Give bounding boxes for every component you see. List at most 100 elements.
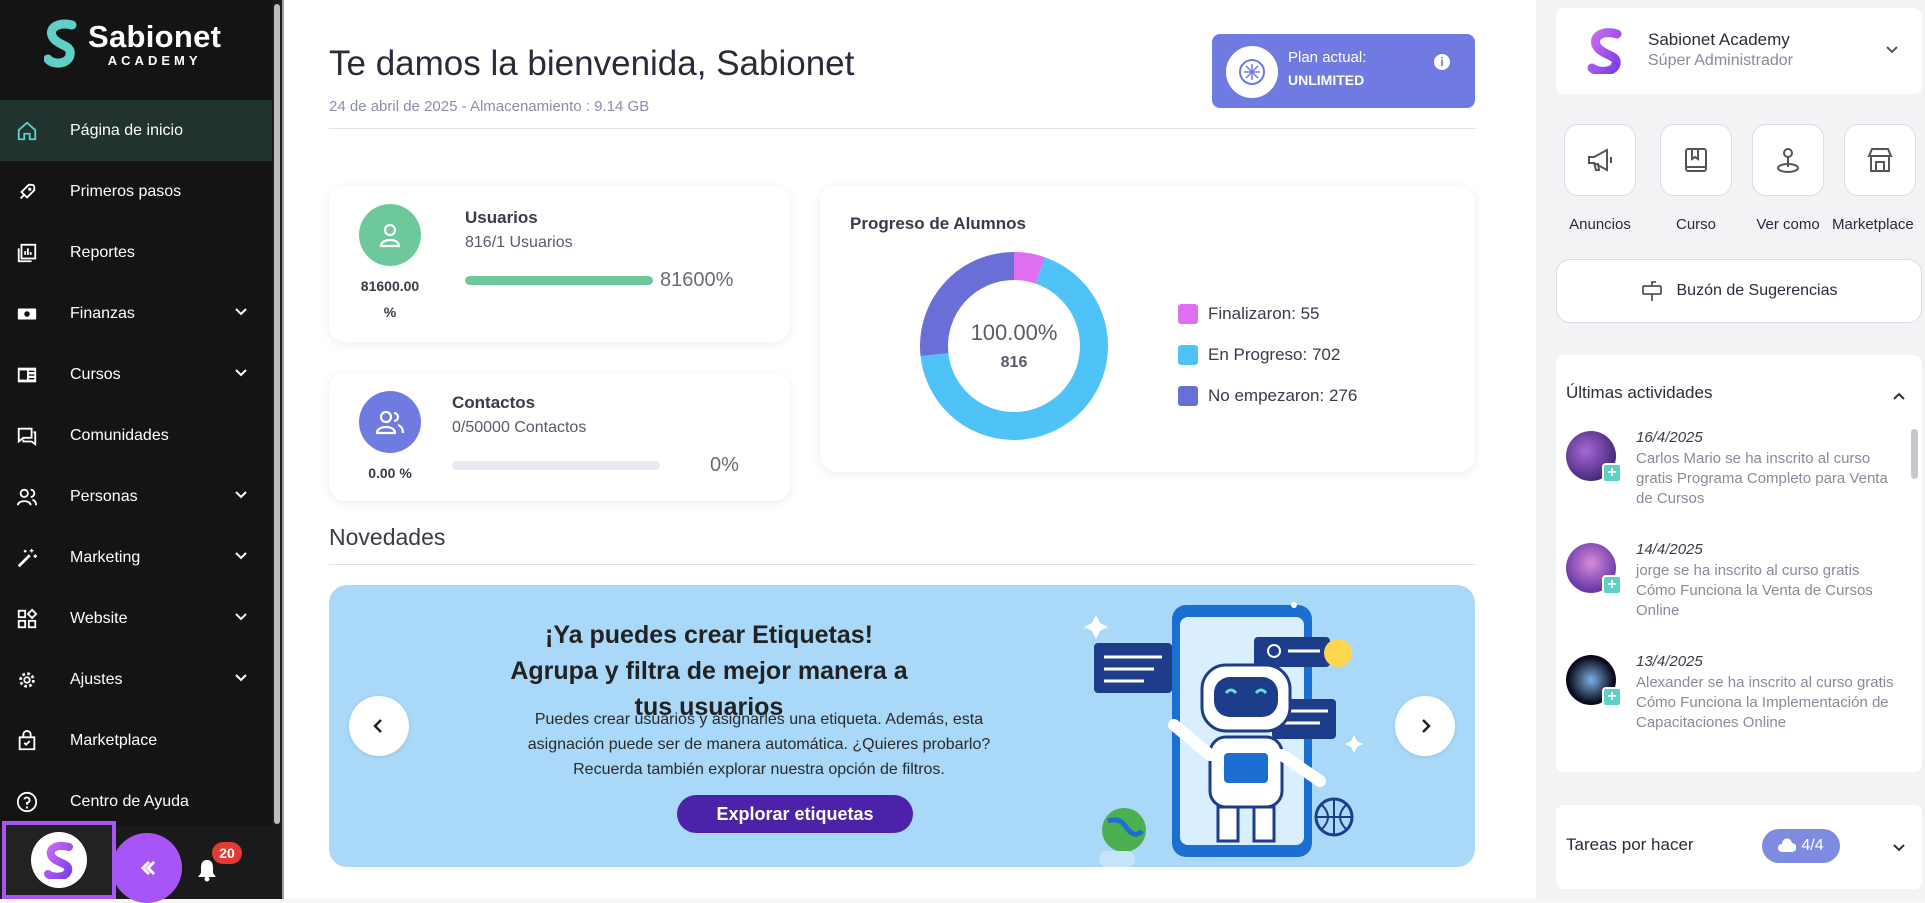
- activities-heading: Últimas actividades: [1566, 383, 1713, 402]
- chart-legend: Finalizaron: 55 En Progreso: 702 No empe…: [1178, 293, 1357, 416]
- sidebar-item-label: Reportes: [70, 243, 135, 261]
- profile-role: Súper Administrador: [1648, 52, 1793, 69]
- chart-title: Progreso de Alumnos: [850, 214, 1027, 233]
- users-title: Usuarios: [465, 208, 538, 227]
- chevron-right-icon: [1422, 719, 1431, 733]
- sidebar-item-finanzas[interactable]: Finanzas: [0, 283, 274, 344]
- brand-sub: ACADEMY: [107, 52, 202, 68]
- sidebar-item-website[interactable]: Website: [0, 588, 274, 649]
- course-button[interactable]: [1660, 124, 1732, 196]
- legend-item: En Progreso: 702: [1178, 334, 1357, 375]
- sidebar-item-cursos[interactable]: Cursos: [0, 344, 274, 405]
- store-icon: [1867, 148, 1893, 172]
- notification-badge: 20: [212, 842, 242, 864]
- profile-logo-icon: [1587, 28, 1622, 74]
- cloud-icon: [1778, 838, 1797, 852]
- info-icon[interactable]: i: [1434, 54, 1450, 70]
- sidebar-item-personas[interactable]: Personas: [0, 466, 274, 527]
- bell-icon[interactable]: [196, 858, 218, 882]
- carousel-indicator[interactable]: [1099, 851, 1135, 867]
- sidebar-item-label: Personas: [70, 487, 138, 505]
- book-icon: [1685, 148, 1707, 172]
- donut-slice[interactable]: [1013, 252, 1045, 284]
- brand-logo[interactable]: Sabionet ACADEMY: [44, 16, 221, 72]
- add-icon: +: [1602, 575, 1622, 595]
- rocket-icon: [14, 179, 40, 205]
- plan-badge-icon: [1226, 46, 1278, 98]
- explore-tags-button[interactable]: Explorar etiquetas: [677, 795, 913, 833]
- view-as-button[interactable]: [1752, 124, 1824, 196]
- activity-date: 13/4/2025: [1636, 653, 1703, 670]
- sidebar-item-marketplace[interactable]: Marketplace: [0, 710, 274, 771]
- sidebar-scrollbar[interactable]: [272, 0, 282, 830]
- sidebar-item-primeros-pasos[interactable]: Primeros pasos: [0, 161, 274, 222]
- sidebar-item-label: Cursos: [70, 365, 121, 383]
- sidebar-item-inicio[interactable]: Página de inicio: [0, 100, 274, 161]
- carousel-next-button[interactable]: [1395, 696, 1455, 756]
- activity-text: Alexander se ha inscrito al curso gratis…: [1636, 674, 1894, 731]
- sidebar-item-label: Centro de Ayuda: [70, 792, 189, 810]
- user-avatar-button[interactable]: [2, 821, 116, 899]
- contacts-card: 0.00 % Contactos 0/50000 Contactos 0%: [329, 373, 790, 501]
- scrollbar-thumb[interactable]: [274, 4, 280, 824]
- sidebar-item-label: Ajustes: [70, 670, 123, 688]
- sidebar-item-label: Página de inicio: [70, 121, 183, 139]
- activities-scrollbar[interactable]: [1911, 429, 1918, 479]
- gear-icon: [14, 667, 40, 693]
- contacts-icon: [359, 391, 421, 453]
- profile-name: Sabionet Academy: [1648, 30, 1790, 49]
- chevron-up-icon[interactable]: [1892, 389, 1906, 403]
- carousel-prev-button[interactable]: [349, 696, 409, 756]
- chevron-down-icon: [235, 674, 247, 682]
- sidebar-item-marketing[interactable]: Marketing: [0, 527, 274, 588]
- sidebar-item-reportes[interactable]: Reportes: [0, 222, 274, 283]
- chevron-down-icon: [235, 552, 247, 560]
- profile-card[interactable]: Sabionet Academy Súper Administrador: [1556, 8, 1922, 94]
- sidebar-item-ayuda[interactable]: Centro de Ayuda: [0, 771, 274, 832]
- users-percent: 81600.00: [360, 278, 420, 294]
- chevron-down-icon[interactable]: [1884, 42, 1900, 58]
- users-progress-fill: [465, 276, 653, 285]
- donut-slice[interactable]: [920, 257, 1108, 440]
- course-label: Curso: [1675, 216, 1716, 233]
- donut-center-percent: 100.00%: [970, 320, 1058, 345]
- tasks-count-badge: 4/4: [1762, 829, 1840, 863]
- activity-date: 14/4/2025: [1636, 541, 1703, 558]
- plan-value: UNLIMITED: [1288, 72, 1365, 88]
- users-card: 81600.00 % Usuarios 816/1 Usuarios 81600…: [329, 186, 790, 342]
- contacts-progress-text: 0%: [710, 454, 739, 476]
- sidebar-item-label: Website: [70, 609, 128, 627]
- chat-icon: [14, 423, 40, 449]
- chevron-down-icon: [235, 613, 247, 621]
- chevron-down-icon[interactable]: [1892, 841, 1906, 855]
- widgets-icon: [14, 606, 40, 632]
- users-progress-bar: [465, 276, 653, 285]
- activity-date: 16/4/2025: [1636, 429, 1703, 446]
- sidebar: Sabionet ACADEMY Página de inicio Primer…: [0, 0, 274, 899]
- announcements-button[interactable]: [1564, 124, 1636, 196]
- marketplace-button[interactable]: [1844, 124, 1916, 196]
- people-icon: [14, 484, 40, 510]
- suggestions-button[interactable]: Buzón de Sugerencias: [1556, 259, 1922, 323]
- help-icon: [14, 789, 40, 815]
- sidebar-item-comunidades[interactable]: Comunidades: [0, 405, 274, 466]
- sidebar-item-ajustes[interactable]: Ajustes: [0, 649, 274, 710]
- collapse-sidebar-button[interactable]: [112, 833, 182, 903]
- sidebar-item-label: Comunidades: [70, 426, 169, 444]
- chevron-down-icon: [235, 491, 247, 499]
- tasks-card[interactable]: Tareas por hacer 4/4: [1556, 805, 1922, 889]
- marketplace-label: Marketplace: [1832, 216, 1914, 233]
- megaphone-icon: [1588, 148, 1612, 172]
- announcements-label: Anuncios: [1569, 216, 1631, 233]
- mailbox-icon: [1641, 281, 1662, 301]
- banner-title: ¡Ya puedes crear Etiquetas! Agrupa y fil…: [510, 621, 908, 721]
- shopping-bag-icon: [14, 728, 40, 754]
- users-progress-text: 81600%: [660, 269, 734, 291]
- donut-chart: [920, 252, 1108, 440]
- legend-label: No empezaron: 276: [1208, 385, 1358, 405]
- plan-card[interactable]: Plan actual: UNLIMITED i: [1212, 34, 1475, 108]
- divider: [282, 0, 284, 899]
- donut-slice[interactable]: [920, 252, 1015, 357]
- activities-card: Últimas actividades + 16/4/2025 Carlos M…: [1556, 355, 1922, 772]
- chevrons-left-icon: [140, 860, 156, 876]
